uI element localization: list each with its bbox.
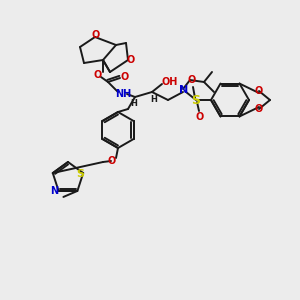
Text: O: O: [121, 72, 129, 82]
Text: H: H: [130, 98, 137, 107]
Text: N: N: [50, 186, 59, 196]
Text: N: N: [179, 85, 189, 95]
Text: O: O: [196, 112, 204, 122]
Text: O: O: [127, 55, 135, 65]
Text: O: O: [92, 30, 100, 40]
Text: O: O: [94, 70, 102, 80]
Text: O: O: [188, 75, 196, 85]
Text: H: H: [151, 95, 158, 104]
Text: O: O: [255, 104, 263, 114]
Text: S: S: [191, 94, 200, 106]
Text: S: S: [76, 169, 84, 179]
Text: NH: NH: [115, 89, 131, 99]
Text: O: O: [255, 86, 263, 96]
Text: O: O: [108, 156, 116, 166]
Text: OH: OH: [162, 77, 178, 87]
